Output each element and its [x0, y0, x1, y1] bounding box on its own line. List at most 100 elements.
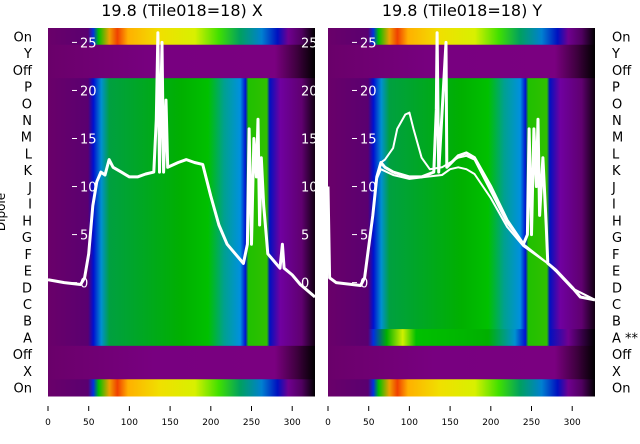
heatmap-row [328, 212, 595, 230]
heatmap-row [48, 329, 315, 347]
row-label: A [23, 331, 32, 346]
row-label: Off [13, 348, 33, 363]
row-label: E [612, 265, 620, 280]
row-label: P [612, 81, 620, 96]
row-label: O [22, 97, 32, 112]
overlay-y-tick-label-right: 0 [301, 277, 309, 292]
row-label: Off [612, 348, 632, 363]
row-label: D [22, 281, 32, 296]
row-label: B [23, 315, 32, 330]
x-tick-label: 150 [162, 418, 179, 428]
overlay-y-tick-label: 15 [360, 132, 377, 147]
overlay-y-tick-label: 10 [360, 181, 377, 196]
x-tick-label: 100 [121, 418, 138, 428]
heatmap-row [48, 212, 315, 230]
x-tick-label: 0 [45, 418, 51, 428]
heatmap-row [48, 78, 315, 96]
heatmap-row [328, 78, 595, 96]
overlay-y-tick-label: 20 [360, 84, 377, 99]
x-tick-label: 200 [202, 418, 219, 428]
row-label: On [14, 30, 32, 45]
heatmap-row [328, 345, 595, 364]
row-label: M [21, 131, 32, 146]
overlay-line-x [48, 31, 315, 299]
row-label: J [27, 181, 32, 196]
row-label: J [611, 181, 616, 196]
x-tick-label: 250 [243, 418, 260, 428]
heatmap-row [48, 362, 315, 380]
y-axis-label: Dipole [0, 193, 8, 231]
row-label: I [28, 198, 32, 213]
panel-y: 19.8 (Tile018=18) Y On Y Off PONMLKJIHGFEDCB… [325, 1, 638, 428]
overlay-y-tick-label: 0 [360, 277, 368, 292]
heatmap-row [328, 28, 595, 46]
heatmap-row [48, 262, 315, 280]
row-label: Y [611, 47, 620, 62]
row-label: L [612, 147, 620, 162]
row-label: Off [13, 64, 33, 79]
heatmap-row [48, 44, 315, 62]
overlay-y-tick-label: 25 [360, 36, 377, 51]
chart-title: 19.8 (Tile018=18) Y [382, 1, 543, 20]
overlay-y-tick-label: 10 [80, 181, 97, 196]
heatmap-row [328, 94, 595, 113]
heatmap-row [328, 262, 595, 280]
heatmap-row [328, 295, 595, 313]
row-label: C [612, 298, 621, 313]
row-label: Y [23, 47, 32, 62]
row-label: L [25, 147, 33, 162]
heatmap-row [328, 195, 595, 213]
x-tick-label: 0 [325, 418, 331, 428]
row-label: D [612, 281, 622, 296]
heatmap-row [328, 44, 595, 62]
x-tick-label: 50 [363, 418, 375, 428]
x-tick-label: 300 [284, 418, 301, 428]
overlay-y-tick-label: 25 [80, 36, 97, 51]
heatmap-row [48, 111, 315, 129]
heatmap-row [48, 379, 315, 397]
heatmap-row [328, 61, 595, 79]
row-label: On [612, 382, 630, 397]
overlay-y-tick-label: 20 [80, 84, 97, 99]
heatmap-row [48, 161, 315, 180]
overlay-y-tick-label-right: 25 [301, 36, 318, 51]
row-label: Off [612, 64, 632, 79]
overlay-y-tick-label: 5 [80, 229, 88, 244]
row-label: I [612, 198, 616, 213]
overlay-y-tick-label: 15 [80, 132, 97, 147]
row-label: G [22, 231, 32, 246]
x-tick-label: 100 [401, 418, 418, 428]
heatmap-row [328, 329, 595, 347]
row-label: X [23, 365, 32, 380]
row-label: N [22, 114, 32, 129]
row-label: N [612, 114, 622, 129]
heatmap-row [328, 278, 595, 297]
overlay-y-tick-label-right: 20 [301, 84, 318, 99]
row-label: K [23, 164, 32, 179]
chart-title: 19.8 (Tile018=18) X [101, 1, 263, 20]
heatmap-row [48, 295, 315, 313]
heatmap-row [328, 312, 595, 330]
x-tick-label: 200 [482, 418, 499, 428]
x-tick-label: 250 [523, 418, 540, 428]
row-label: On [14, 382, 32, 397]
row-label: On [612, 30, 630, 45]
overlay-y-tick-label: 5 [360, 229, 368, 244]
x-tick-label: 150 [442, 418, 459, 428]
heatmap-row [48, 278, 315, 297]
row-label: M [612, 131, 623, 146]
heatmap-row [48, 345, 315, 364]
row-label: O [612, 97, 622, 112]
row-label: P [24, 81, 32, 96]
x-tick-label: 300 [564, 418, 581, 428]
heatmap-row [48, 28, 315, 46]
heatmap-row [48, 195, 315, 213]
heatmap-row [328, 111, 595, 129]
overlay-line-y3 [328, 166, 595, 301]
heatmap-row [48, 61, 315, 79]
row-label: C [23, 298, 32, 313]
row-label: A ** [612, 331, 639, 346]
heatmap-row [48, 312, 315, 330]
heatmap-row [328, 362, 595, 380]
